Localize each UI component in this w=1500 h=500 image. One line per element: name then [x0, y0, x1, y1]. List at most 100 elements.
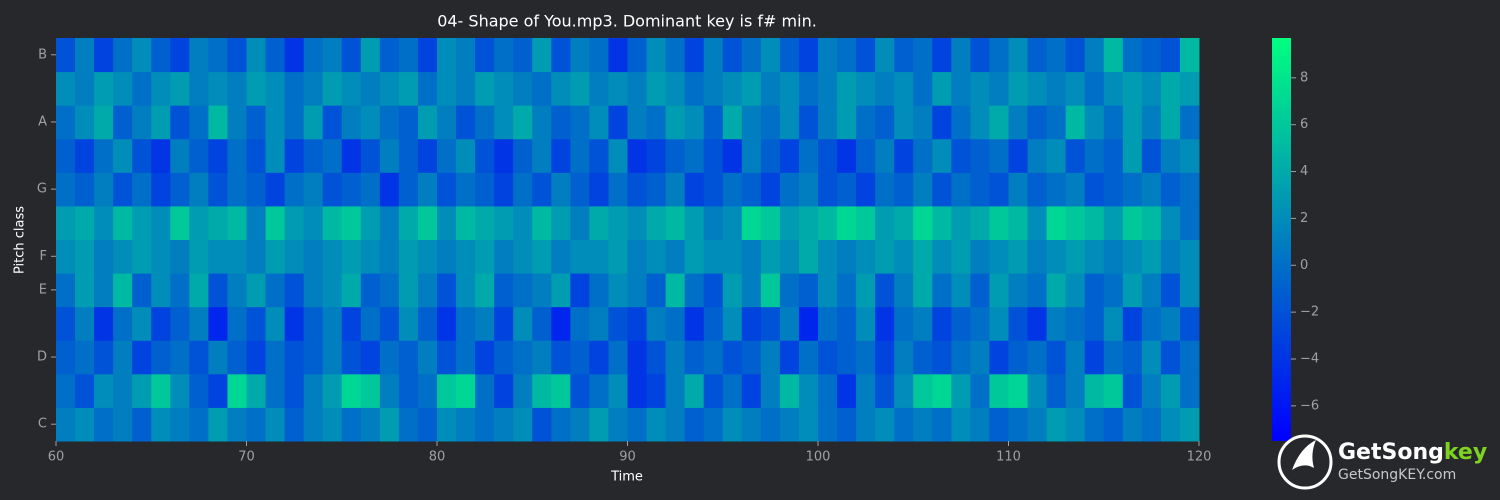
heatmap-cell	[837, 105, 857, 140]
heatmap-cell	[151, 105, 171, 140]
heatmap-cell	[284, 306, 305, 341]
heatmap-cell	[722, 105, 743, 140]
heatmap-cell	[341, 105, 362, 140]
heatmap-cell	[113, 306, 133, 341]
heatmap-cell	[437, 306, 457, 341]
heatmap-cell	[1008, 407, 1029, 442]
heatmap-cell	[1103, 273, 1124, 308]
heatmap-cell	[322, 205, 343, 240]
heatmap-cell	[589, 407, 609, 442]
heatmap-cell	[398, 239, 419, 274]
heatmap-cell	[798, 138, 819, 173]
heatmap-cell	[151, 71, 171, 106]
heatmap-cell	[894, 239, 914, 274]
heatmap-cell	[722, 407, 743, 442]
heatmap-cell	[798, 340, 819, 375]
heatmap-cell	[532, 306, 552, 341]
heatmap-cell	[265, 172, 286, 207]
heatmap-cell	[322, 407, 343, 442]
heatmap-cell	[818, 239, 838, 274]
heatmap-cell	[132, 239, 152, 274]
heatmap-cell	[627, 172, 648, 207]
heatmap-cell	[151, 373, 171, 408]
heatmap-cell	[1179, 373, 1200, 408]
heatmap-cell	[1046, 407, 1067, 442]
heatmap-cell	[1141, 373, 1162, 408]
heatmap-cell	[456, 373, 476, 408]
heatmap-cell	[113, 38, 133, 73]
heatmap-cell	[132, 105, 152, 140]
heatmap-cell	[1122, 71, 1143, 106]
heatmap-cell	[798, 306, 819, 341]
heatmap-cell	[837, 71, 857, 106]
heatmap-cell	[170, 273, 190, 308]
heatmap-cell	[856, 38, 876, 73]
heatmap-cell	[818, 306, 838, 341]
heatmap-cell	[837, 407, 857, 442]
heatmap-cell	[94, 172, 114, 207]
heatmap-cell	[913, 71, 933, 106]
logo-ring	[1277, 434, 1333, 490]
heatmap-cell	[570, 340, 590, 375]
heatmap-cell	[1008, 373, 1029, 408]
heatmap-cell	[1103, 71, 1124, 106]
watermark: GetSongkey GetSongKEY.com	[1277, 434, 1487, 490]
heatmap-cell	[913, 172, 933, 207]
heatmap-cell	[379, 306, 400, 341]
heatmap-cell	[532, 373, 552, 408]
heatmap-cell	[189, 273, 209, 308]
heatmap-cell	[1046, 373, 1067, 408]
heatmap-cell	[456, 306, 476, 341]
heatmap-cell	[494, 273, 514, 308]
heatmap-cell	[1008, 273, 1029, 308]
heatmap-cell	[360, 373, 381, 408]
heatmap-cell	[970, 373, 990, 408]
heatmap-cell	[932, 71, 952, 106]
heatmap-cell	[1046, 273, 1067, 308]
heatmap-cell	[1065, 306, 1086, 341]
heatmap-cell	[322, 172, 343, 207]
heatmap-cell	[56, 340, 76, 375]
heatmap-cell	[189, 407, 209, 442]
heatmap-cell	[951, 273, 971, 308]
heatmap-cell	[856, 306, 876, 341]
heatmap-cell	[589, 38, 609, 73]
heatmap-cell	[246, 407, 267, 442]
heatmap-cell	[475, 239, 495, 274]
heatmap-cell	[741, 340, 762, 375]
heatmap-cell	[1103, 407, 1124, 442]
x-tick-label: 70	[238, 450, 255, 465]
heatmap-cell	[684, 138, 705, 173]
heatmap-cell	[475, 105, 495, 140]
heatmap-cell	[322, 138, 343, 173]
heatmap-cell	[1027, 373, 1048, 408]
heatmap-cell	[417, 71, 438, 106]
heatmap-cell	[456, 71, 476, 106]
heatmap-cell	[1046, 306, 1067, 341]
heatmap-cell	[894, 138, 914, 173]
heatmap-cell	[989, 38, 1009, 73]
heatmap-cell	[1046, 138, 1067, 173]
heatmap-cell	[798, 239, 819, 274]
heatmap-cell	[951, 306, 971, 341]
colorbar-tick-label: 4	[1300, 164, 1308, 179]
heatmap-cell	[703, 105, 724, 140]
colorbar-tick-label: 2	[1300, 211, 1308, 226]
heatmap-cell	[1027, 205, 1048, 240]
heatmap-cell	[589, 340, 609, 375]
heatmap-cell	[1065, 273, 1086, 308]
heatmap-cell	[608, 373, 628, 408]
heatmap-cell	[1008, 38, 1029, 73]
heatmap-cell	[646, 38, 667, 73]
heatmap-cell	[151, 306, 171, 341]
heatmap-cell	[913, 373, 933, 408]
heatmap-cell	[94, 38, 114, 73]
heatmap-cell	[932, 407, 952, 442]
heatmap-cell	[684, 105, 705, 140]
heatmap-cell	[56, 306, 76, 341]
heatmap-cell	[56, 205, 76, 240]
heatmap-cell	[246, 306, 267, 341]
heatmap-cell	[684, 373, 705, 408]
heatmap-cell	[379, 71, 400, 106]
heatmap-cell	[494, 306, 514, 341]
